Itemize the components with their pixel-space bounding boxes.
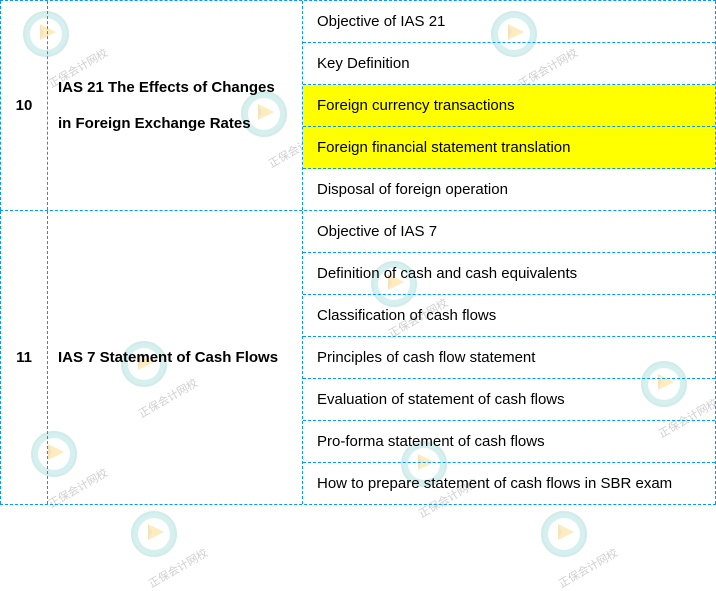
- watermark-icon: [130, 510, 178, 558]
- topic-item: Foreign financial statement translation: [303, 127, 715, 169]
- topic-item: Principles of cash flow statement: [303, 337, 715, 379]
- topic-item: Classification of cash flows: [303, 295, 715, 337]
- topic-item: Foreign currency transactions: [303, 85, 715, 127]
- syllabus-table: 10IAS 21 The Effects of Changes in Forei…: [0, 0, 716, 505]
- section-title: IAS 7 Statement of Cash Flows: [48, 211, 303, 504]
- table-section: 10IAS 21 The Effects of Changes in Forei…: [0, 0, 716, 210]
- topic-item: Objective of IAS 21: [303, 1, 715, 43]
- table-section: 11IAS 7 Statement of Cash FlowsObjective…: [0, 210, 716, 504]
- section-items: Objective of IAS 7Definition of cash and…: [303, 211, 716, 504]
- topic-item: How to prepare statement of cash flows i…: [303, 463, 715, 504]
- topic-item: Disposal of foreign operation: [303, 169, 715, 210]
- topic-item: Key Definition: [303, 43, 715, 85]
- section-title: IAS 21 The Effects of Changes in Foreign…: [48, 1, 303, 210]
- topic-item: Objective of IAS 7: [303, 211, 715, 253]
- topic-item: Evaluation of statement of cash flows: [303, 379, 715, 421]
- section-items: Objective of IAS 21Key DefinitionForeign…: [303, 1, 716, 210]
- section-number: 11: [0, 211, 48, 504]
- watermark-icon: [540, 510, 588, 558]
- topic-item: Pro-forma statement of cash flows: [303, 421, 715, 463]
- topic-item: Definition of cash and cash equivalents: [303, 253, 715, 295]
- section-number: 10: [0, 1, 48, 210]
